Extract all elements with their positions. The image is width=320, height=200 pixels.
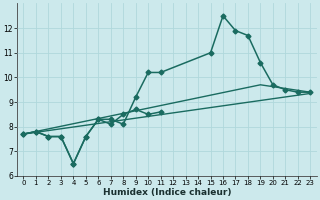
X-axis label: Humidex (Indice chaleur): Humidex (Indice chaleur): [103, 188, 231, 197]
